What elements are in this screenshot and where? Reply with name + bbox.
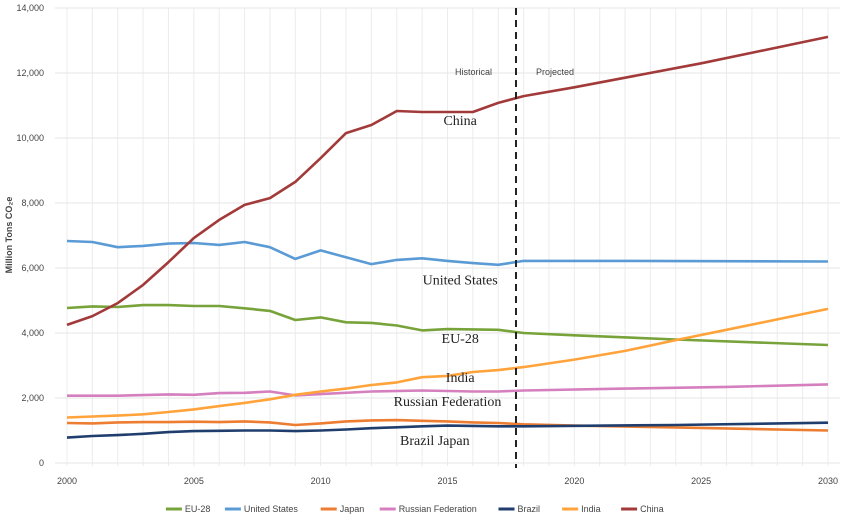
x-axis-ticks: 2000 2005 2010 2015 2020 2025 2030 — [57, 476, 838, 486]
legend-label: United States — [244, 504, 299, 514]
legend-label: India — [581, 504, 601, 514]
x-tick-label: 2025 — [691, 476, 711, 486]
y-tick-label: 12,000 — [16, 68, 44, 78]
series-line-india — [66, 307, 829, 419]
y-tick-label: 6,000 — [21, 263, 44, 273]
y-axis-ticks: 0 2,000 4,000 6,000 8,000 10,000 12,000 14,000 — [16, 3, 44, 468]
series-annotation: Russian Federation — [394, 395, 502, 410]
legend-label: EU-28 — [185, 504, 211, 514]
x-tick-label: 2015 — [437, 476, 457, 486]
series-line-brazil — [66, 421, 829, 439]
y-tick-label: 0 — [39, 458, 44, 468]
legend-label: China — [640, 504, 664, 514]
x-tick-label: 2030 — [818, 476, 838, 486]
legend-label: Russian Federation — [399, 504, 477, 514]
y-tick-label: 14,000 — [16, 3, 44, 13]
series-annotation: India — [446, 371, 476, 386]
series-annotation: Brazil Japan — [400, 434, 470, 449]
series-annotation: United States — [423, 273, 498, 288]
legend: EU-28 United States Japan Russian Federatio… — [165, 504, 664, 514]
series-line-japan — [66, 418, 829, 432]
legend-label: Brazil — [518, 504, 541, 514]
y-axis-label: Million Tons CO₂e — [4, 197, 14, 274]
x-tick-label: 2000 — [57, 476, 77, 486]
x-tick-label: 2010 — [311, 476, 331, 486]
series-line-united-states — [66, 239, 829, 267]
series-line-russian-federation — [67, 383, 829, 397]
series-annotation: China — [443, 114, 477, 129]
y-tick-label: 8,000 — [21, 198, 44, 208]
y-tick-label: 10,000 — [16, 133, 44, 143]
series-annotation: EU-28 — [442, 332, 479, 347]
y-tick-label: 2,000 — [21, 393, 44, 403]
historical-label: Historical — [455, 67, 492, 77]
x-tick-label: 2005 — [184, 476, 204, 486]
projected-label: Projected — [536, 67, 574, 77]
series-lines — [66, 35, 829, 439]
legend-label: Japan — [340, 504, 365, 514]
y-tick-label: 4,000 — [21, 328, 44, 338]
series-line-eu-28 — [66, 303, 829, 347]
series-line-china — [66, 35, 829, 327]
series-annotations: China United States EU-28 India Russian Fede… — [394, 114, 502, 449]
x-tick-label: 2020 — [564, 476, 584, 486]
